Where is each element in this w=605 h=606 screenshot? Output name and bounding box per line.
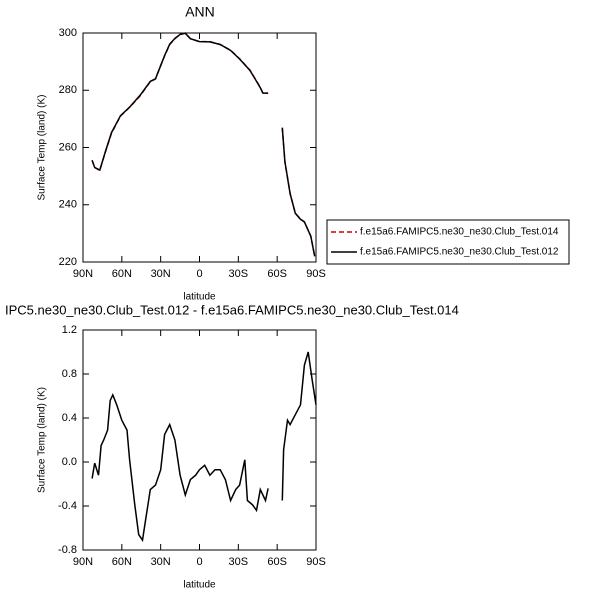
x-tick-label: 0 [196, 268, 202, 280]
y-tick-label: 0.4 [62, 412, 77, 424]
series-line [91, 351, 317, 543]
x-tick-label: 90S [306, 556, 326, 568]
y-axis-label: Surface Temp (land) (K) [37, 95, 48, 201]
x-tick-label: 60N [112, 268, 132, 280]
x-tick-label: 60S [267, 556, 287, 568]
x-tick-label: 90N [73, 556, 93, 568]
x-tick-label: 90N [73, 268, 93, 280]
y-axis-label: Surface Temp (land) (K) [37, 387, 48, 493]
legend-label: f.e15a6.FAMIPC5.ne30_ne30.Club_Test.014 [360, 227, 559, 238]
chart-title: ANN [185, 4, 215, 20]
legend-label: f.e15a6.FAMIPC5.ne30_ne30.Club_Test.012 [360, 247, 559, 258]
legend-box [326, 219, 570, 265]
y-tick-label: 0.0 [62, 456, 77, 468]
x-axis-label: latitude [183, 292, 216, 303]
y-tick-label: 220 [59, 256, 77, 268]
x-tick-label: 30N [151, 268, 171, 280]
x-tick-label: 0 [196, 556, 202, 568]
x-tick-label: 90S [306, 268, 326, 280]
series-line [91, 32, 316, 257]
y-tick-label: -0.8 [58, 544, 77, 556]
chart-title: IPC5.ne30_ne30.Club_Test.012 - f.e15a6.F… [5, 302, 459, 317]
y-tick-label: 0.8 [62, 368, 77, 380]
plot-frame [82, 329, 317, 551]
x-tick-label: 30S [229, 268, 249, 280]
plot-frame [82, 32, 317, 263]
x-tick-label: 60S [267, 268, 287, 280]
x-tick-label: 30N [151, 556, 171, 568]
y-tick-label: 1.2 [62, 324, 77, 336]
x-axis-label: latitude [183, 580, 216, 591]
y-tick-label: 300 [59, 27, 77, 39]
y-tick-label: 280 [59, 84, 77, 96]
series-line [91, 32, 316, 257]
x-tick-label: 60N [112, 556, 132, 568]
y-tick-label: -0.4 [58, 500, 77, 512]
y-tick-label: 240 [59, 199, 77, 211]
x-tick-label: 30S [229, 556, 249, 568]
y-tick-label: 260 [59, 141, 77, 153]
